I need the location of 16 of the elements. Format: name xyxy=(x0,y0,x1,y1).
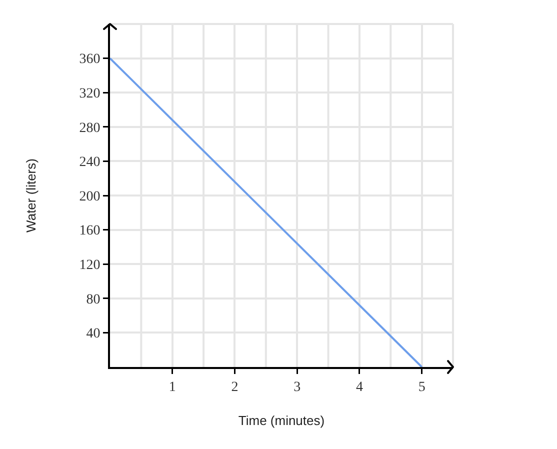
y-tick-label: 80 xyxy=(86,292,100,308)
y-tick-label: 280 xyxy=(79,120,100,136)
y-tick-label: 40 xyxy=(86,326,100,342)
x-tick-label: 5 xyxy=(418,380,426,395)
y-tick-label: 240 xyxy=(79,155,100,170)
y-tick-label: 360 xyxy=(79,52,100,68)
y-tick-label: 320 xyxy=(79,86,100,102)
y-tick-label: 200 xyxy=(79,189,100,204)
x-tick-label: 2 xyxy=(231,380,238,395)
y-axis-title: Water (liters) xyxy=(24,158,39,232)
x-tick-label: 1 xyxy=(168,380,176,395)
x-tick-label: 3 xyxy=(294,380,301,395)
y-tick-label: 160 xyxy=(79,224,100,239)
x-tick-label: 4 xyxy=(356,380,363,395)
x-axis-title: Time (minutes) xyxy=(238,412,325,428)
y-tick-label: 120 xyxy=(79,258,100,273)
